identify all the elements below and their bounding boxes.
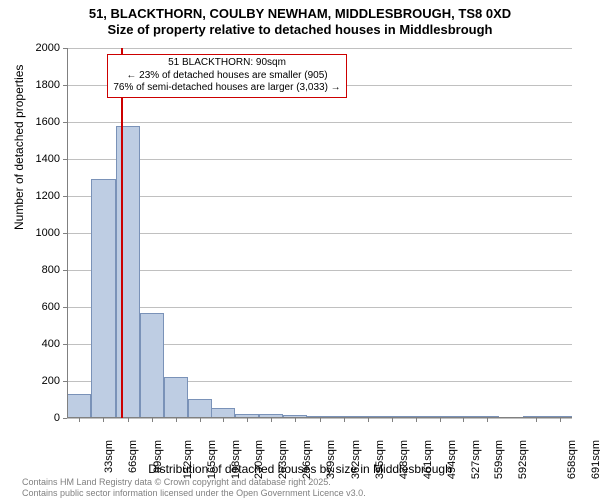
xtick-mark bbox=[463, 418, 464, 422]
ytick-mark bbox=[63, 196, 67, 197]
xtick-label: 99sqm bbox=[152, 440, 164, 473]
gridline bbox=[67, 233, 572, 234]
xtick-label: 329sqm bbox=[326, 440, 338, 479]
gridline bbox=[67, 48, 572, 49]
xtick-mark bbox=[416, 418, 417, 422]
xtick-mark bbox=[103, 418, 104, 422]
xtick-mark bbox=[223, 418, 224, 422]
gridline bbox=[67, 159, 572, 160]
ytick-mark bbox=[63, 270, 67, 271]
xtick-label: 461sqm bbox=[422, 440, 434, 479]
ytick-mark bbox=[63, 48, 67, 49]
annotation-line: ← 23% of detached houses are smaller (90… bbox=[112, 70, 342, 83]
xtick-mark bbox=[536, 418, 537, 422]
ytick-label: 1600 bbox=[20, 116, 60, 128]
xtick-label: 230sqm bbox=[253, 440, 265, 479]
xtick-mark bbox=[344, 418, 345, 422]
ytick-mark bbox=[63, 85, 67, 86]
ytick-mark bbox=[63, 159, 67, 160]
ytick-mark bbox=[63, 122, 67, 123]
ytick-mark bbox=[63, 307, 67, 308]
xtick-mark bbox=[392, 418, 393, 422]
xtick-label: 658sqm bbox=[566, 440, 578, 479]
ytick-label: 1200 bbox=[20, 190, 60, 202]
xtick-label: 592sqm bbox=[517, 440, 529, 479]
ytick-label: 800 bbox=[20, 264, 60, 276]
ytick-mark bbox=[63, 381, 67, 382]
xtick-label: 428sqm bbox=[398, 440, 410, 479]
footer-line-2: Contains public sector information licen… bbox=[22, 488, 366, 498]
xtick-label: 296sqm bbox=[301, 440, 313, 479]
gridline bbox=[67, 196, 572, 197]
histogram-bar bbox=[67, 394, 91, 418]
histogram-bar bbox=[188, 399, 212, 418]
histogram-bar bbox=[140, 313, 164, 418]
gridline bbox=[67, 270, 572, 271]
gridline bbox=[67, 122, 572, 123]
xtick-label: 198sqm bbox=[230, 440, 242, 479]
ytick-mark bbox=[63, 233, 67, 234]
highlight-line bbox=[121, 48, 123, 418]
xtick-mark bbox=[440, 418, 441, 422]
annotation-line: 51 BLACKTHORN: 90sqm bbox=[112, 57, 342, 70]
xtick-mark bbox=[128, 418, 129, 422]
xtick-label: 527sqm bbox=[470, 440, 482, 479]
ytick-label: 400 bbox=[20, 338, 60, 350]
ytick-label: 1000 bbox=[20, 227, 60, 239]
histogram-bar bbox=[116, 126, 140, 418]
ytick-mark bbox=[63, 344, 67, 345]
xtick-label: 165sqm bbox=[206, 440, 218, 479]
xtick-label: 395sqm bbox=[374, 440, 386, 479]
title-line-2: Size of property relative to detached ho… bbox=[0, 22, 600, 38]
x-axis-label: Distribution of detached houses by size … bbox=[0, 462, 600, 476]
xtick-mark bbox=[271, 418, 272, 422]
histogram-bar bbox=[164, 377, 188, 418]
xtick-mark bbox=[368, 418, 369, 422]
ytick-label: 2000 bbox=[20, 42, 60, 54]
xtick-mark bbox=[320, 418, 321, 422]
plot-area: 51 BLACKTHORN: 90sqm← 23% of detached ho… bbox=[67, 48, 572, 418]
xtick-mark bbox=[79, 418, 80, 422]
ytick-label: 200 bbox=[20, 375, 60, 387]
xtick-label: 33sqm bbox=[103, 440, 115, 473]
xtick-label: 66sqm bbox=[128, 440, 140, 473]
xtick-label: 494sqm bbox=[446, 440, 458, 479]
xtick-mark bbox=[176, 418, 177, 422]
xtick-label: 362sqm bbox=[350, 440, 362, 479]
annotation-box: 51 BLACKTHORN: 90sqm← 23% of detached ho… bbox=[107, 54, 347, 98]
ytick-label: 1400 bbox=[20, 153, 60, 165]
xtick-mark bbox=[295, 418, 296, 422]
ytick-mark bbox=[63, 418, 67, 419]
xtick-label: 263sqm bbox=[277, 440, 289, 479]
gridline bbox=[67, 307, 572, 308]
title-line-1: 51, BLACKTHORN, COULBY NEWHAM, MIDDLESBR… bbox=[0, 6, 600, 22]
xtick-label: 691sqm bbox=[590, 440, 600, 479]
attribution-footer: Contains HM Land Registry data © Crown c… bbox=[22, 477, 366, 498]
xtick-mark bbox=[560, 418, 561, 422]
y-axis bbox=[67, 48, 68, 418]
xtick-mark bbox=[200, 418, 201, 422]
chart-title: 51, BLACKTHORN, COULBY NEWHAM, MIDDLESBR… bbox=[0, 0, 600, 37]
ytick-label: 0 bbox=[20, 412, 60, 424]
histogram-bar bbox=[91, 179, 115, 418]
xtick-label: 132sqm bbox=[182, 440, 194, 479]
xtick-mark bbox=[247, 418, 248, 422]
ytick-label: 600 bbox=[20, 301, 60, 313]
xtick-mark bbox=[152, 418, 153, 422]
xtick-label: 559sqm bbox=[493, 440, 505, 479]
ytick-label: 1800 bbox=[20, 79, 60, 91]
xtick-mark bbox=[487, 418, 488, 422]
annotation-line: 76% of semi-detached houses are larger (… bbox=[112, 82, 342, 95]
